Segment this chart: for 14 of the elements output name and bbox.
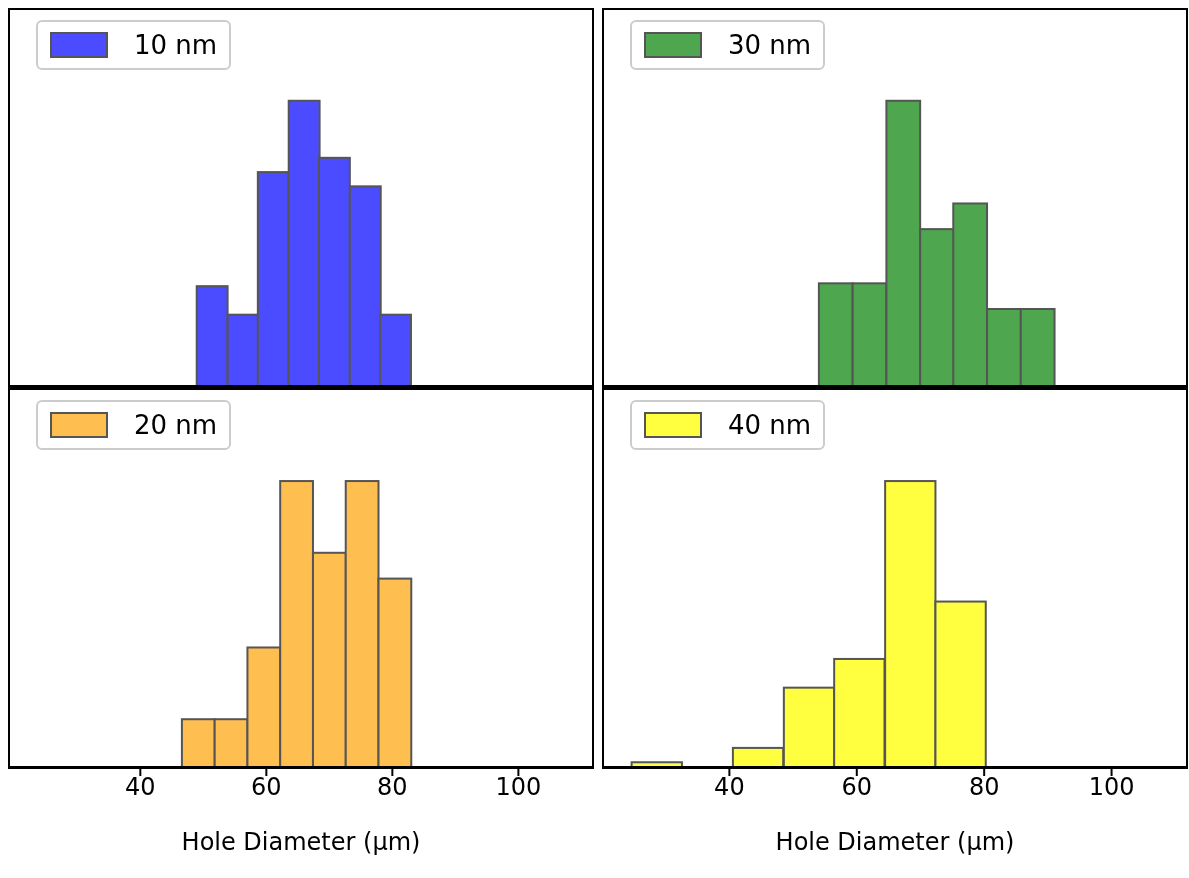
x-tick-label: 80 [377,773,408,802]
legend-label: 30 nm [728,30,812,60]
x-axis-title: Hole Diameter (µm) [181,828,421,856]
x-tick-label: 60 [841,773,873,802]
x-tick-label: 40 [714,773,745,802]
x-tick-label: 80 [968,773,1000,802]
legend-label: 40 nm [728,410,812,440]
x-tick-label: 60 [251,773,282,802]
x-axis-title: Hole Diameter (µm) [775,828,1015,856]
legend-label: 10 nm [134,30,218,60]
legend-label: 20 nm [134,410,218,440]
x-tick-label: 40 [125,773,156,802]
x-tick-label: 100 [1088,773,1135,802]
x-tick-label: 100 [495,773,542,802]
